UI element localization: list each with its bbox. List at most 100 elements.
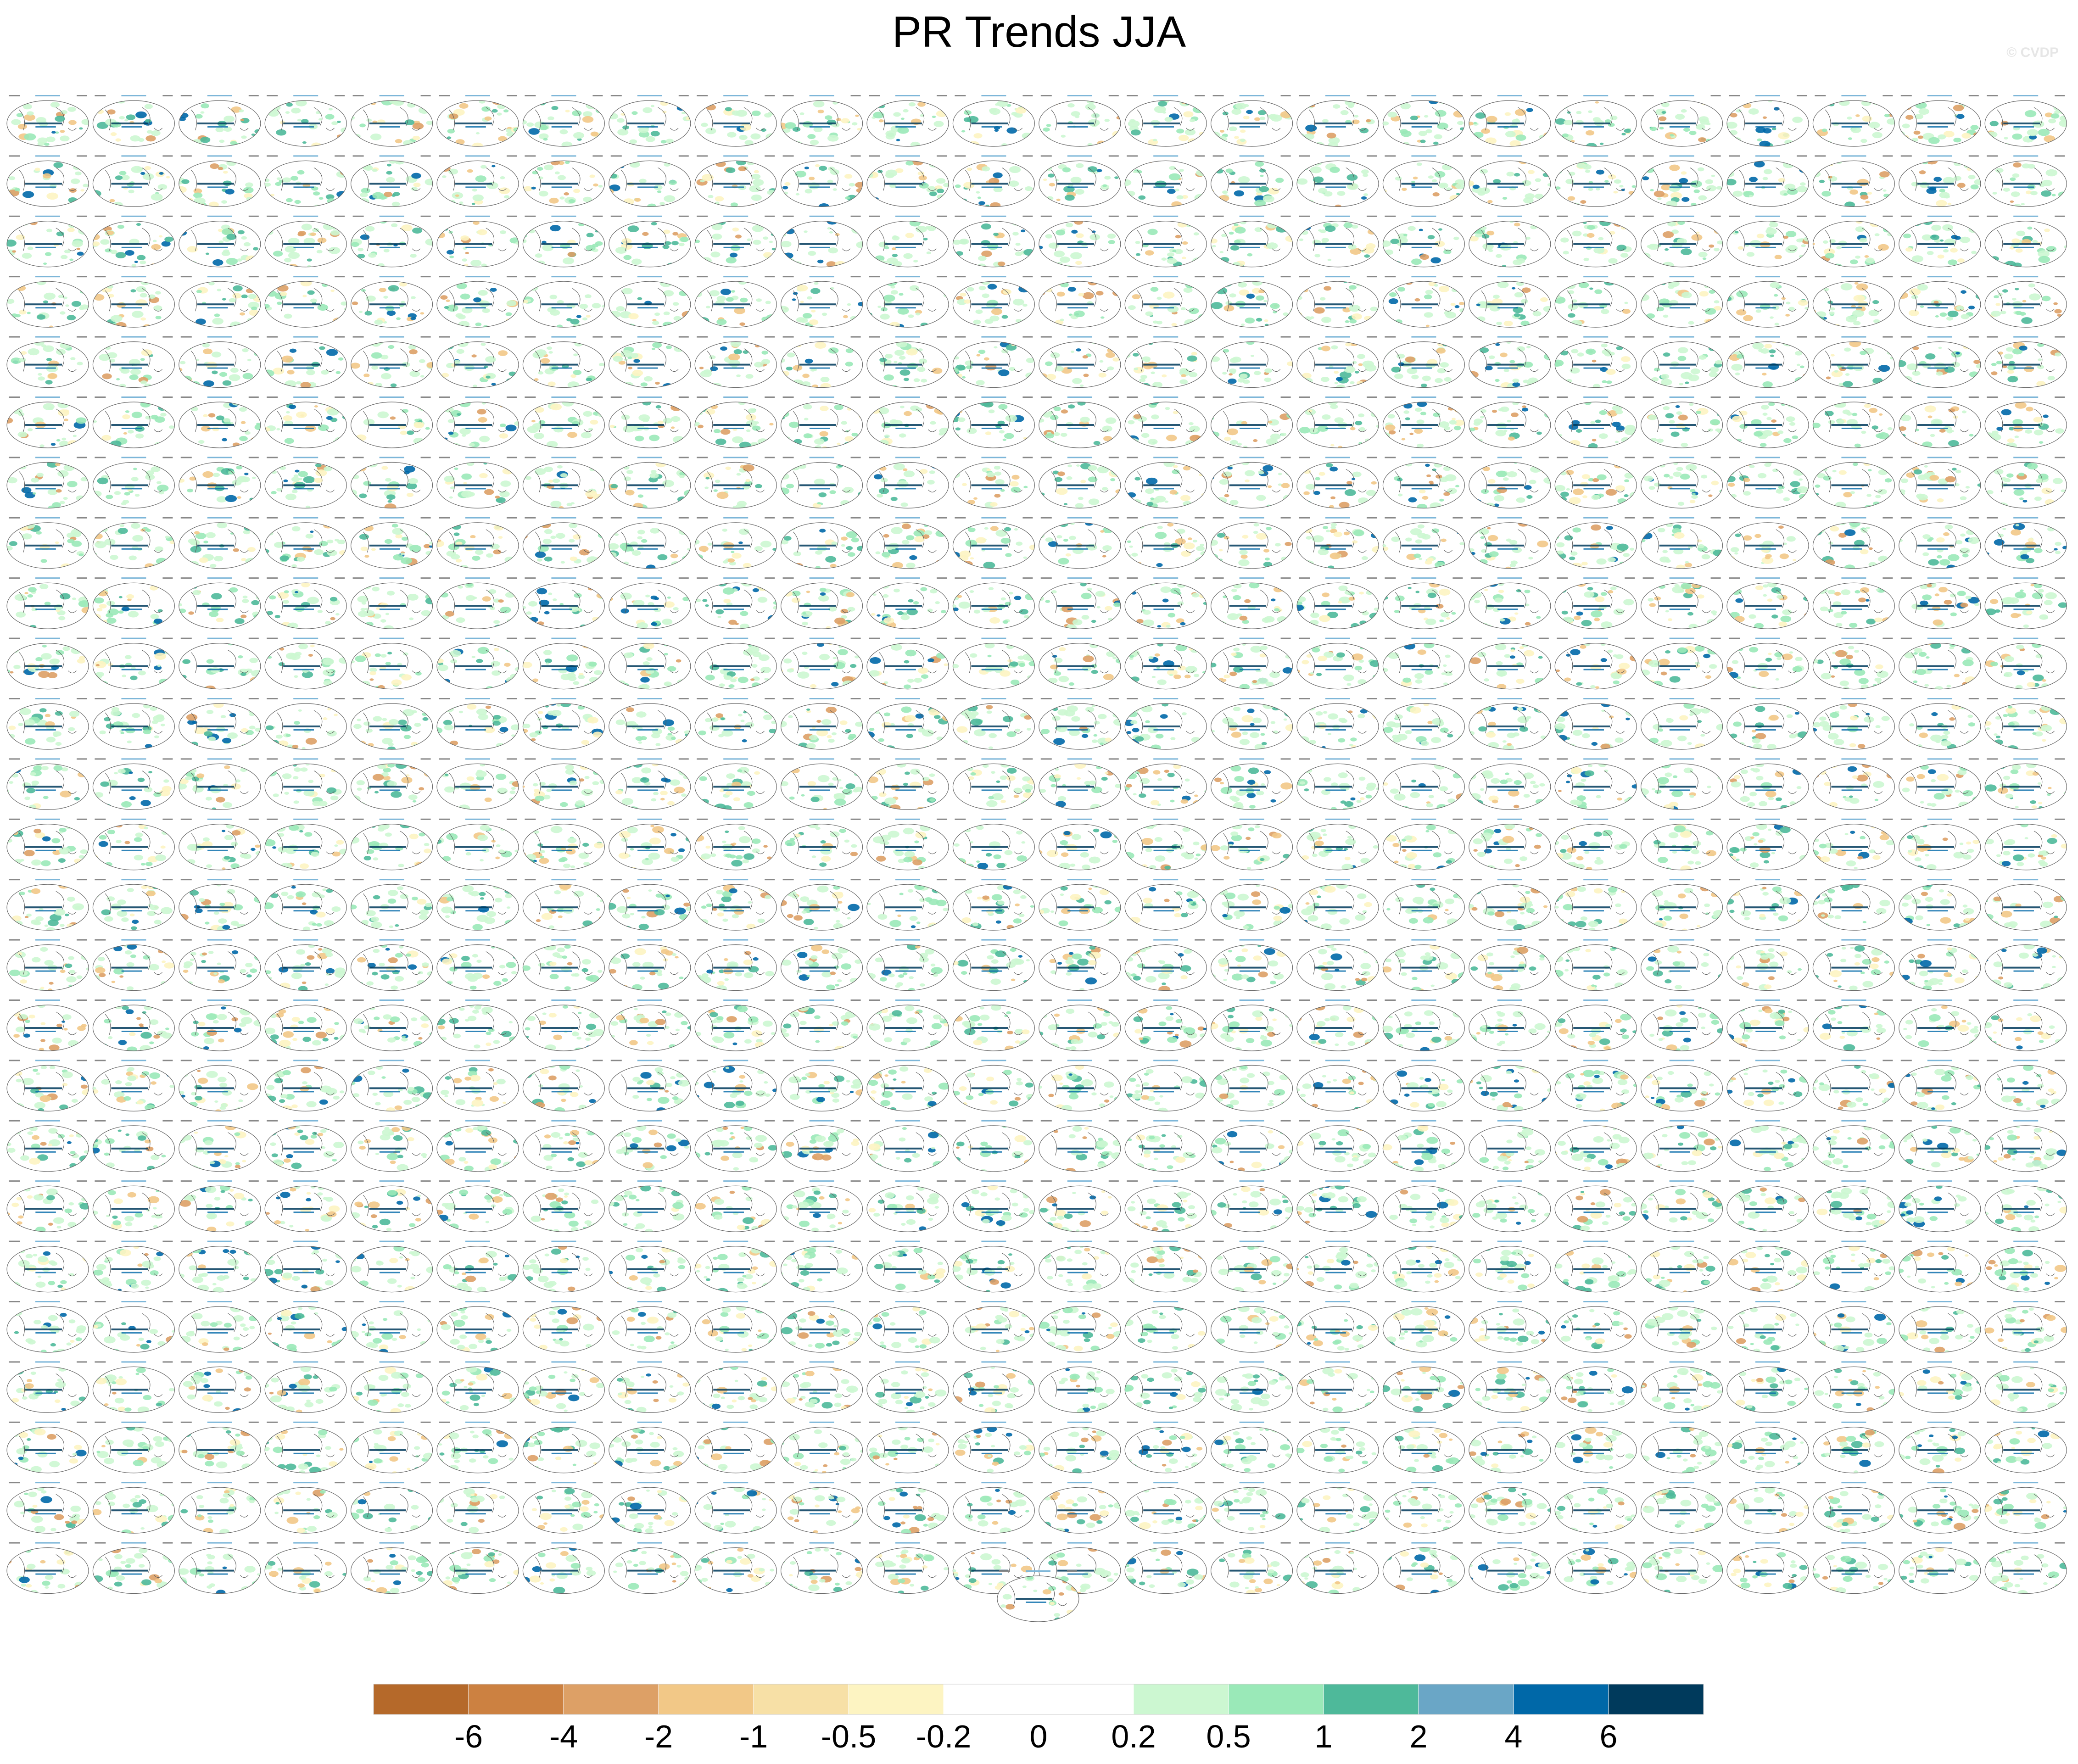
map-panel <box>1812 215 1895 268</box>
map-panel <box>92 698 175 750</box>
map-panel <box>436 336 519 388</box>
map-panel <box>1984 517 2067 569</box>
map-panel <box>436 818 519 871</box>
map-panel <box>1984 396 2067 448</box>
map-panel <box>6 396 89 448</box>
map-panel <box>1296 999 1379 1051</box>
map-panel <box>1124 577 1207 629</box>
map-panel <box>522 1542 605 1594</box>
map-panel <box>1554 1180 1637 1232</box>
map-panel <box>1039 999 1121 1051</box>
map-panel <box>1726 1301 1809 1353</box>
map-panel <box>1469 396 1551 448</box>
map-panel <box>6 1301 89 1353</box>
map-panel <box>6 1060 89 1111</box>
map-panel <box>1211 999 1293 1051</box>
map-panel <box>179 155 261 207</box>
map-panel <box>436 1240 519 1293</box>
map-panel <box>1124 939 1207 991</box>
map-panel <box>522 1421 605 1474</box>
map-panel <box>436 637 519 690</box>
map-panel <box>694 95 777 147</box>
map-panel <box>1469 517 1551 569</box>
map-panel <box>1382 155 1465 207</box>
map-panel <box>1124 1361 1207 1413</box>
map-panel <box>1554 1421 1637 1474</box>
map-panel <box>866 396 949 448</box>
map-panel <box>866 155 949 207</box>
map-panel <box>436 939 519 991</box>
map-panel <box>1124 215 1207 268</box>
map-panel <box>6 517 89 569</box>
map-panel <box>1469 1180 1551 1232</box>
map-panel <box>264 276 347 328</box>
map-panel <box>1469 1240 1551 1293</box>
map-panel <box>694 517 777 569</box>
map-panel <box>866 1421 949 1474</box>
map-panel <box>952 758 1035 810</box>
map-panel <box>1124 1120 1207 1172</box>
map-panel <box>952 276 1035 328</box>
map-panel <box>694 276 777 328</box>
map-panel <box>1899 457 1981 509</box>
map-panel <box>866 517 949 569</box>
map-panel <box>436 698 519 750</box>
map-panel <box>1554 879 1637 931</box>
map-panel <box>866 215 949 268</box>
map-panel <box>609 1361 691 1413</box>
map-panel <box>6 939 89 991</box>
map-panel <box>6 1180 89 1232</box>
map-panel <box>1641 637 1723 690</box>
map-panel <box>694 939 777 991</box>
map-panel <box>1469 215 1551 268</box>
map-panel <box>780 1361 863 1413</box>
map-panel <box>179 215 261 268</box>
map-panel <box>1296 1060 1379 1111</box>
map-panel <box>522 336 605 388</box>
map-panel <box>1554 276 1637 328</box>
map-panel <box>1554 577 1637 629</box>
map-panel <box>179 1301 261 1353</box>
map-panel <box>866 1120 949 1172</box>
map-panel <box>1211 879 1293 931</box>
map-panel <box>1296 1482 1379 1534</box>
map-panel <box>1211 577 1293 629</box>
map-panel <box>1812 396 1895 448</box>
map-panel <box>609 637 691 690</box>
map-panel <box>1726 155 1809 207</box>
map-panel <box>264 1301 347 1353</box>
map-panel <box>522 1482 605 1534</box>
map-panel <box>92 396 175 448</box>
map-panel <box>694 698 777 750</box>
map-panel <box>609 95 691 147</box>
map-panel <box>609 1301 691 1353</box>
map-panel <box>1211 155 1293 207</box>
map-panel <box>609 999 691 1051</box>
map-panel <box>264 1482 347 1534</box>
map-panel <box>6 215 89 268</box>
map-panel <box>1899 637 1981 690</box>
map-panel <box>1984 1421 2067 1474</box>
map-panel <box>350 215 433 268</box>
map-panel <box>1641 95 1723 147</box>
map-panel <box>1382 1421 1465 1474</box>
map-panel <box>350 517 433 569</box>
map-panel <box>350 1301 433 1353</box>
map-panel <box>694 457 777 509</box>
map-panel <box>522 396 605 448</box>
map-panel <box>1382 276 1465 328</box>
map-panel <box>866 276 949 328</box>
map-panel <box>780 215 863 268</box>
map-panel <box>1296 1120 1379 1172</box>
map-panel <box>436 215 519 268</box>
map-panel <box>1726 577 1809 629</box>
map-panel <box>952 577 1035 629</box>
map-panel <box>609 1060 691 1111</box>
map-panel-grid <box>6 95 2067 1622</box>
map-panel <box>1296 155 1379 207</box>
map-panel <box>436 457 519 509</box>
map-panel <box>436 577 519 629</box>
map-panel <box>1812 155 1895 207</box>
map-panel <box>1899 1180 1981 1232</box>
map-panel <box>264 758 347 810</box>
